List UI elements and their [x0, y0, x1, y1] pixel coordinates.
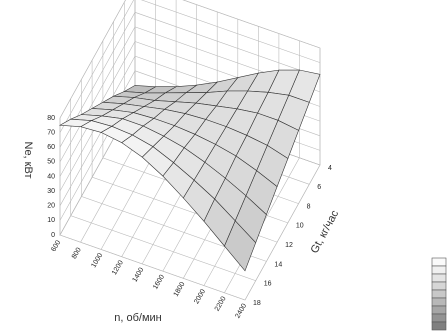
x-axis-label: n, об/мин — [114, 312, 162, 324]
y-tick-label: 4 — [328, 165, 332, 172]
z-tick-label: 20 — [47, 203, 55, 210]
z-tick-label: 40 — [47, 173, 55, 180]
x-tick-label: 1000 — [90, 252, 104, 269]
z-tick-label: 70 — [47, 129, 55, 136]
y-tick-label: 8 — [307, 203, 311, 210]
y-tick-label: 14 — [274, 261, 282, 268]
x-tick-label: 1200 — [111, 259, 125, 276]
z-tick-label: 60 — [47, 144, 55, 151]
y-tick-label: 10 — [296, 223, 304, 230]
y-tick-label: 18 — [253, 300, 261, 307]
grid-line — [70, 98, 256, 281]
y-axis-label: Gt, кг/час — [309, 208, 342, 256]
x-tick-label: 2400 — [234, 303, 248, 320]
x-tick-label: 1600 — [152, 274, 166, 291]
x-tick-label: 1400 — [132, 266, 146, 283]
z-tick-label: 0 — [51, 232, 55, 239]
surface-cell — [58, 118, 93, 128]
x-tick-label: 600 — [50, 239, 62, 253]
y-tick-label: 16 — [264, 281, 272, 288]
x-tick-label: 2000 — [193, 288, 207, 305]
x-tick-label: 1800 — [173, 281, 187, 298]
color-legend — [431, 257, 447, 331]
x-tick-label: 800 — [71, 246, 83, 260]
z-tick-label: 30 — [47, 188, 55, 195]
x-tick-label: 2200 — [214, 295, 228, 312]
y-tick-label: 6 — [317, 184, 321, 191]
z-tick-label: 10 — [47, 217, 55, 224]
grid-line — [59, 118, 246, 301]
y-tick-label: 12 — [285, 242, 293, 249]
z-tick-label: 80 — [47, 115, 55, 122]
z-tick-label: 50 — [47, 159, 55, 166]
z-axis-label: Ne, кВт — [22, 142, 34, 179]
